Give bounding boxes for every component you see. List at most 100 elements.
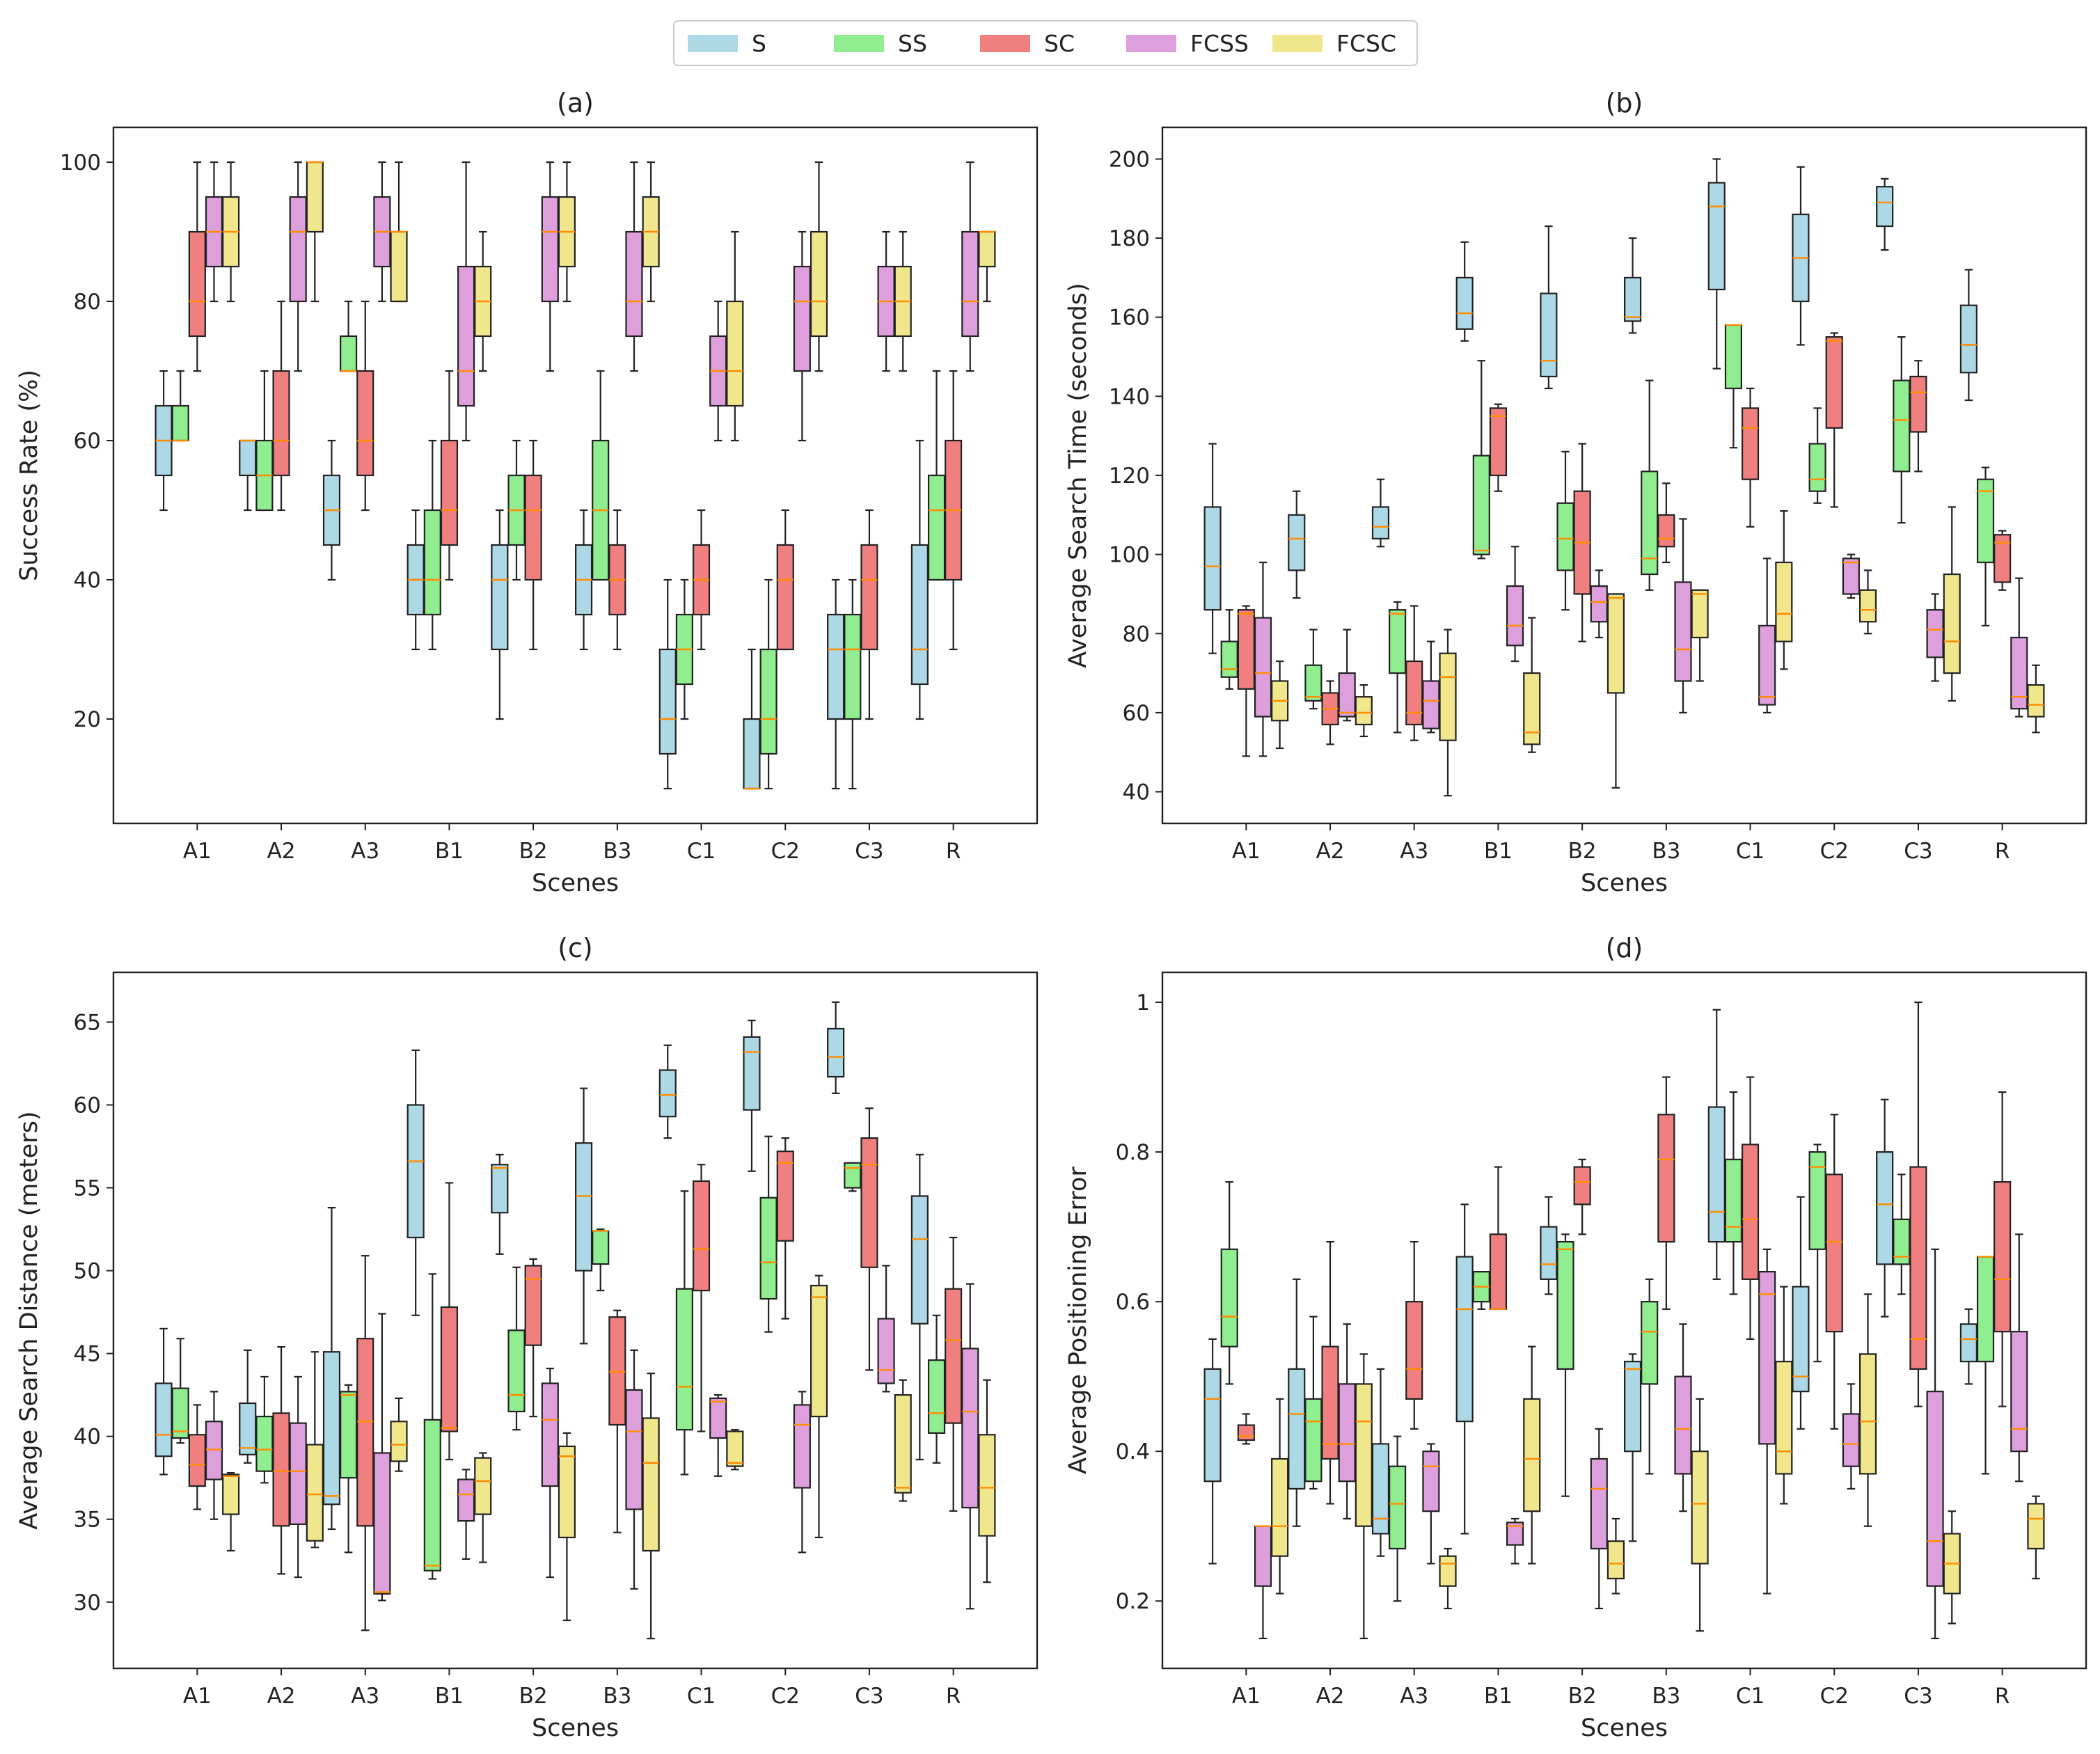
box-ss-c2 xyxy=(1808,407,1826,504)
box-s-c3 xyxy=(1876,1098,1894,1318)
box-body xyxy=(1439,652,1457,741)
box-fcsc-a2 xyxy=(1355,1353,1373,1640)
x-tick-label: A3 xyxy=(1400,1684,1428,1709)
y-tick-label: 80 xyxy=(74,290,101,315)
box-body xyxy=(1758,1271,1776,1445)
x-tick-label: C3 xyxy=(855,839,883,864)
box-sc-c3 xyxy=(860,1107,878,1371)
box-s-a1 xyxy=(1203,443,1222,654)
box-body xyxy=(877,1318,895,1384)
y-tick-label: 60 xyxy=(74,429,101,454)
box-s-c3 xyxy=(827,578,845,790)
box-body xyxy=(1976,478,1995,564)
box-sc-b2 xyxy=(524,439,542,651)
box-body xyxy=(1422,680,1440,729)
y-tick-label: 0.4 xyxy=(1116,1439,1150,1464)
box-body xyxy=(1893,1218,1911,1265)
box-body xyxy=(1288,1368,1306,1490)
box-body xyxy=(1389,1465,1407,1550)
box-fcsc-b3 xyxy=(1691,589,1709,682)
box-fcss-b3 xyxy=(625,161,643,372)
box-body xyxy=(575,1142,593,1272)
box-fcss-b1 xyxy=(1506,546,1524,663)
box-fcss-a1 xyxy=(205,161,223,303)
box-s-c2 xyxy=(1792,166,1810,346)
box-s-a2 xyxy=(1288,490,1306,599)
box-ss-c3 xyxy=(844,578,862,790)
box-fcss-c1 xyxy=(1758,1248,1776,1595)
box-body xyxy=(726,300,744,407)
box-body xyxy=(1422,1451,1440,1512)
box-fcss-c2 xyxy=(1842,553,1860,599)
box-ss-c1 xyxy=(675,1190,693,1476)
box-sc-c1 xyxy=(692,1164,711,1432)
box-body xyxy=(356,370,374,477)
box-ss-c1 xyxy=(1724,1091,1742,1295)
box-fcsc-b2 xyxy=(1606,593,1625,789)
y-tick-label: 0.6 xyxy=(1116,1290,1150,1315)
box-sc-a1 xyxy=(188,161,206,372)
x-tick-label: C2 xyxy=(1820,1684,1849,1709)
box-fcsc-a3 xyxy=(390,161,408,303)
box-sc-c2 xyxy=(776,509,794,651)
legend-swatch-ss xyxy=(834,35,884,52)
y-tick-label: 45 xyxy=(74,1342,101,1367)
box-fcss-b2 xyxy=(541,1367,559,1579)
box-fcsc-c1 xyxy=(726,1429,744,1471)
box-body xyxy=(373,1452,391,1595)
box-body xyxy=(1624,276,1642,322)
box-body xyxy=(1775,561,1793,642)
box-sc-b3 xyxy=(608,1309,626,1533)
y-tick-label: 180 xyxy=(1109,226,1150,251)
box-sc-b3 xyxy=(1657,1076,1675,1310)
box-body xyxy=(457,265,475,407)
box-body xyxy=(844,613,862,720)
box-ss-b1 xyxy=(423,439,441,651)
box-s-c2 xyxy=(743,648,761,790)
box-body xyxy=(1237,609,1255,690)
box-body xyxy=(759,1196,777,1300)
box-sc-c2 xyxy=(1825,1114,1843,1430)
y-tick-label: 30 xyxy=(74,1590,101,1615)
box-ss-c2 xyxy=(759,1135,777,1333)
box-s-c1 xyxy=(1707,1009,1726,1280)
box-fcsc-c3 xyxy=(894,230,912,372)
box-fcss-r xyxy=(961,1283,979,1610)
box-fcss-b3 xyxy=(1674,518,1692,714)
box-ss-a2 xyxy=(1304,629,1323,710)
legend-label-fcsc: FCSC xyxy=(1336,30,1396,57)
box-body xyxy=(1439,1555,1457,1587)
box-fcsc-b2 xyxy=(558,161,576,303)
box-body xyxy=(692,1180,711,1292)
box-body xyxy=(155,1382,173,1457)
x-axis-label: Scenes xyxy=(1581,869,1668,897)
box-fcss-c3 xyxy=(877,230,895,372)
box-body xyxy=(188,230,206,338)
box-body xyxy=(1724,1158,1742,1243)
box-body xyxy=(1355,1383,1373,1527)
box-s-c1 xyxy=(1707,158,1726,370)
x-tick-label: A3 xyxy=(351,839,379,864)
y-tick-label: 50 xyxy=(74,1259,101,1284)
box-body xyxy=(910,544,929,686)
box-fcss-a2 xyxy=(289,161,307,372)
box-body xyxy=(306,161,324,233)
legend-label-fcss: FCSS xyxy=(1190,30,1249,57)
box-sc-b1 xyxy=(1489,403,1508,492)
box-body xyxy=(1304,664,1323,702)
x-axis-label: Scenes xyxy=(532,869,619,897)
panel-title: (d) xyxy=(1606,933,1643,963)
box-sc-b1 xyxy=(1489,1166,1508,1311)
box-body xyxy=(658,648,677,755)
box-fcss-a3 xyxy=(1422,640,1440,734)
box-fcss-b3 xyxy=(625,1349,643,1590)
box-sc-b2 xyxy=(1573,443,1591,642)
x-tick-label: A2 xyxy=(267,1684,296,1709)
x-axis-label: Scenes xyxy=(1581,1714,1668,1742)
box-ss-r xyxy=(1976,466,1995,627)
box-body xyxy=(1523,672,1541,745)
x-tick-label: C3 xyxy=(855,1684,883,1709)
box-fcsc-a2 xyxy=(306,161,324,303)
box-body xyxy=(1792,1286,1810,1393)
box-s-b2 xyxy=(491,1153,509,1255)
